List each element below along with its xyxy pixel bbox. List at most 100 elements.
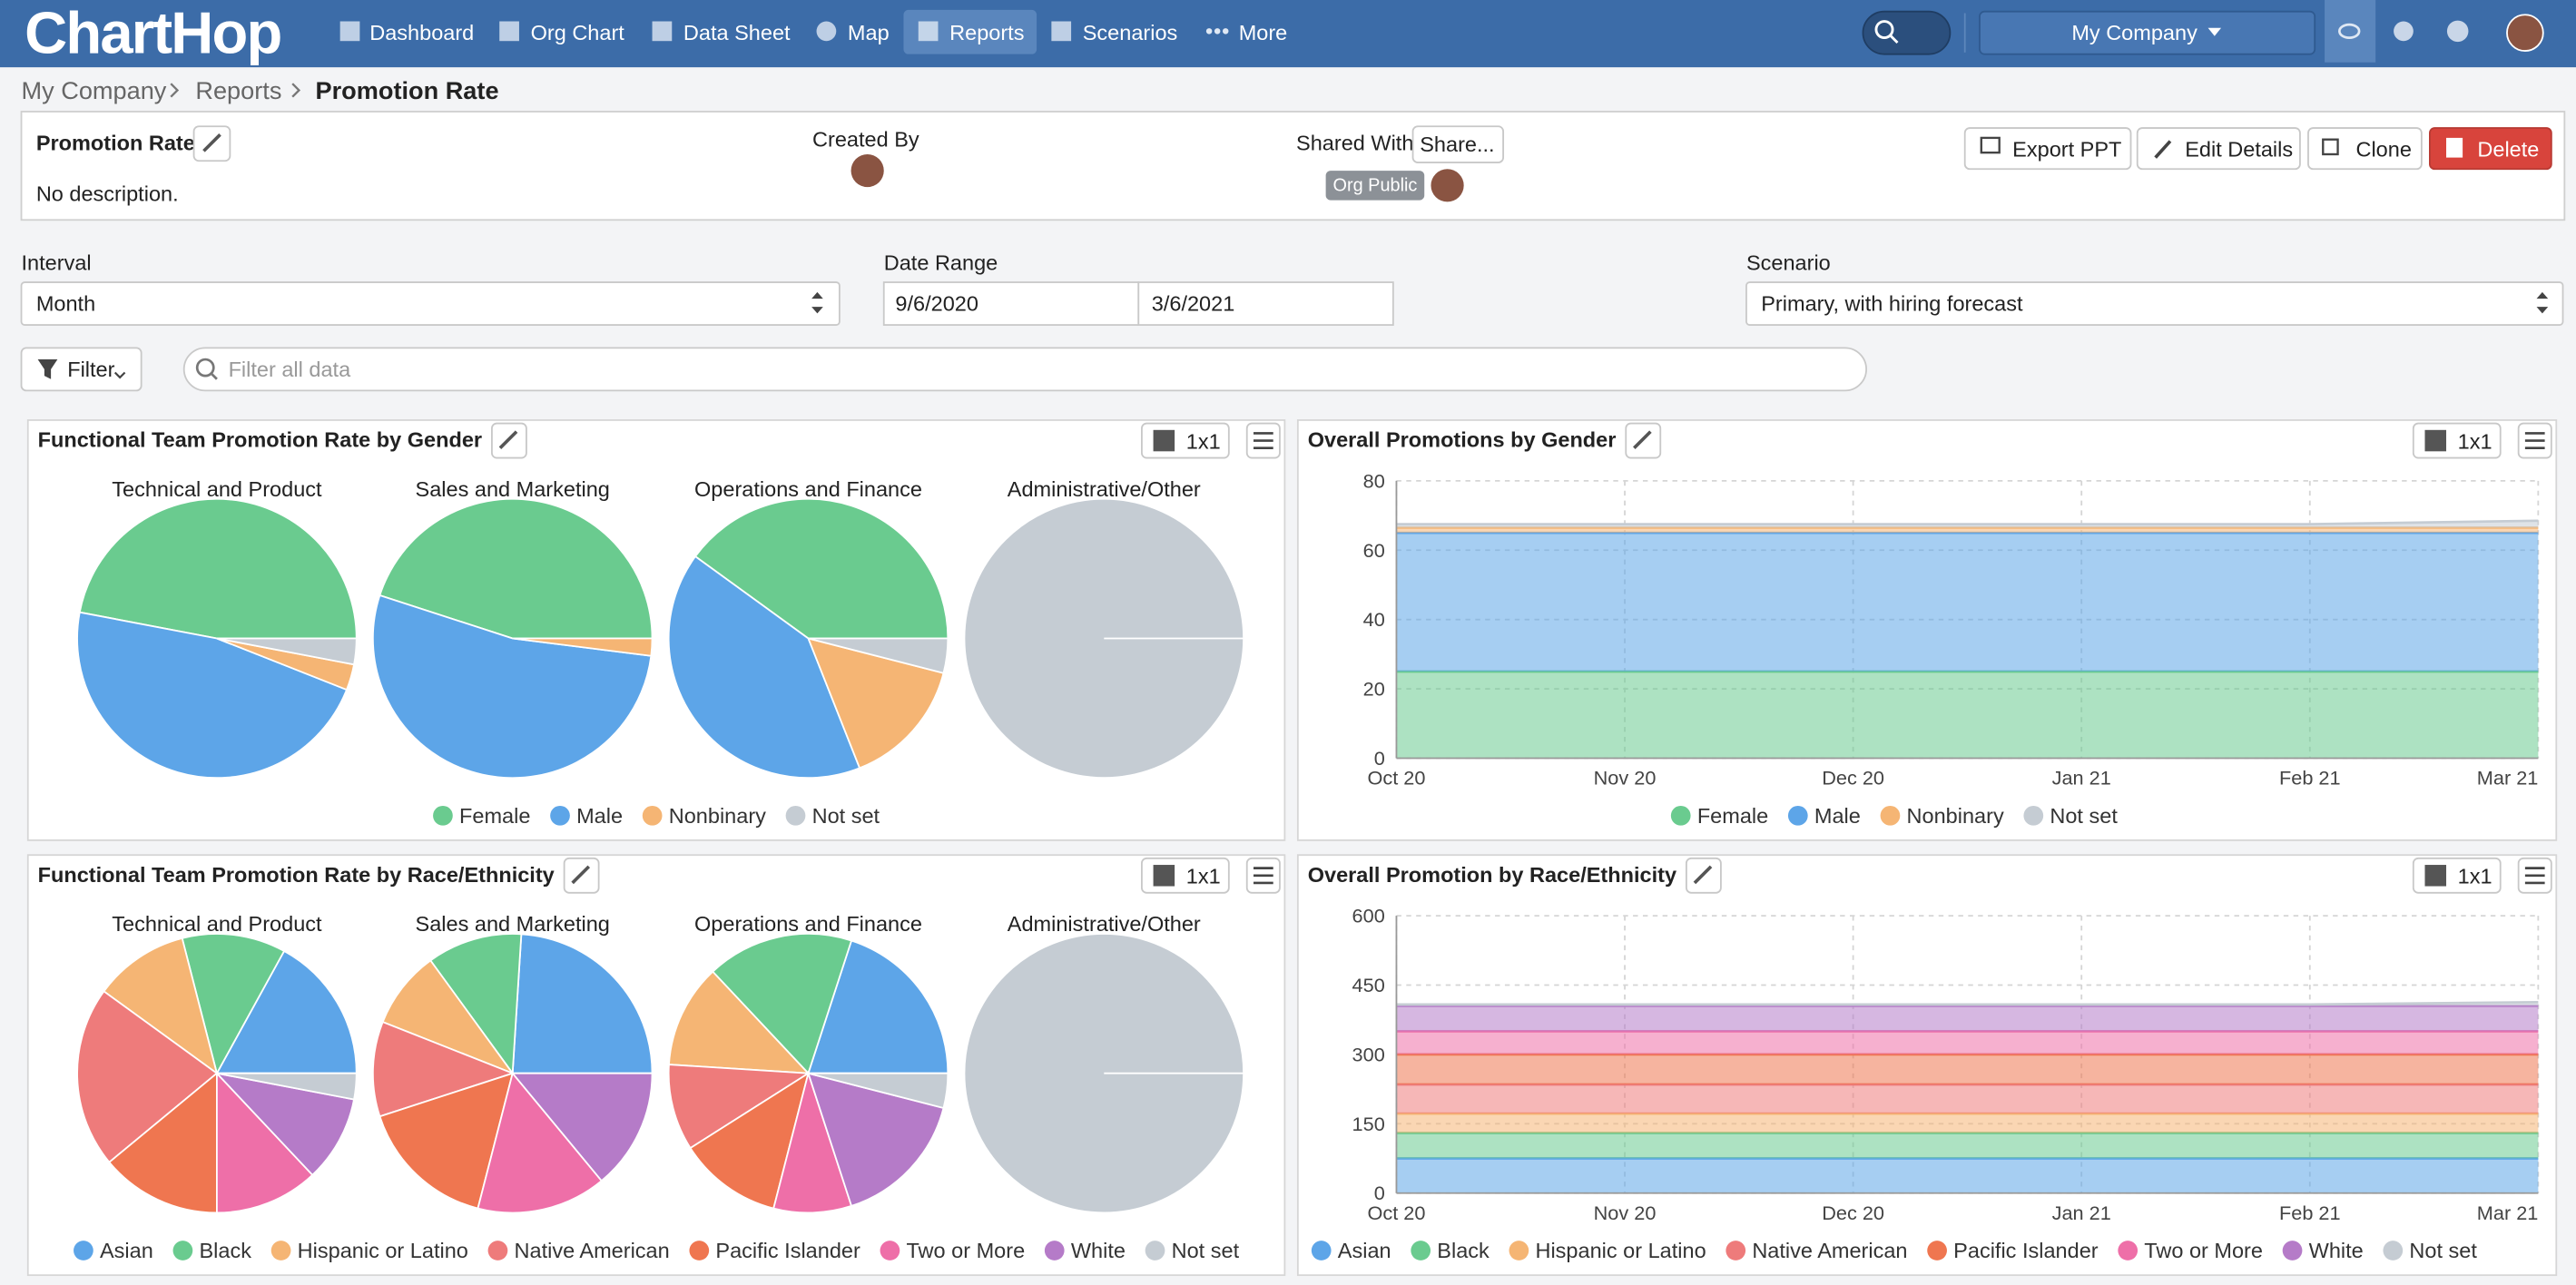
legend-marker: [1726, 1241, 1745, 1260]
x-tick-label: Oct 20: [1367, 1202, 1425, 1224]
chart-title: Overall Promotions by Gender: [1308, 428, 1617, 452]
action-label: Delete: [2477, 138, 2539, 162]
date-end: 3/6/2021: [1152, 292, 1235, 316]
control-label: Interval: [22, 250, 92, 274]
legend-marker: [1509, 1241, 1529, 1260]
area: [1396, 1005, 2538, 1031]
shared-with-label: Shared With: [1296, 131, 1413, 154]
legend-marker: [1671, 806, 1691, 826]
legend-label: Two or More: [2144, 1239, 2263, 1262]
nav-item[interactable]: Data Sheet: [683, 21, 791, 44]
legend-marker: [488, 1241, 508, 1260]
legend-label: Nonbinary: [669, 804, 766, 828]
legend-label: White: [1071, 1239, 1126, 1262]
nav-item[interactable]: Map: [848, 21, 890, 44]
nav-item[interactable]: Org Chart: [531, 21, 625, 44]
area: [1396, 1084, 2538, 1113]
legend-marker: [2383, 1241, 2403, 1260]
area: [1396, 533, 2538, 672]
avatar[interactable]: [2507, 15, 2543, 51]
legend-label: Pacific Islander: [1953, 1239, 2099, 1262]
legend-marker: [433, 806, 453, 826]
size-label: 1x1: [2458, 429, 2492, 453]
legend-label: Black: [1437, 1239, 1490, 1262]
pie-title: Administrative/Other: [1008, 912, 1201, 936]
pie-title: Operations and Finance: [694, 912, 922, 936]
chart-title: Overall Promotion by Race/Ethnicity: [1308, 863, 1676, 887]
legend-label: Native American: [1752, 1239, 1907, 1262]
action-label: Export PPT: [2012, 138, 2121, 162]
scenario-value: Primary, with hiring forecast: [1761, 292, 2023, 316]
nav-item[interactable]: Reports: [949, 21, 1024, 44]
legend-label: Not set: [2409, 1239, 2477, 1262]
share-tag-label: Org Public: [1332, 175, 1417, 195]
legend-marker: [786, 806, 806, 826]
size-label: 1x1: [1186, 865, 1221, 888]
avatar: [1431, 169, 1463, 201]
legend-marker: [1145, 1241, 1165, 1260]
pie-slice: [964, 934, 1244, 1212]
settings-icon[interactable]: [2394, 22, 2414, 42]
breadcrumb-current: Promotion Rate: [316, 76, 499, 104]
filter-search[interactable]: [184, 348, 1866, 390]
legend-marker: [2023, 806, 2043, 826]
interval-select[interactable]: [22, 282, 840, 325]
nav-item[interactable]: Dashboard: [369, 21, 474, 44]
legend-label: Two or More: [907, 1239, 1026, 1262]
legend-label: Not set: [2050, 804, 2118, 828]
legend-label: Hispanic or Latino: [1535, 1239, 1706, 1262]
pie-title: Administrative/Other: [1008, 477, 1201, 501]
legend-label: Hispanic or Latino: [298, 1239, 468, 1262]
report-title: Promotion Rate: [36, 131, 195, 154]
legend-label: Not set: [1172, 1239, 1240, 1262]
help-icon[interactable]: [2447, 21, 2469, 43]
x-tick-label: Dec 20: [1822, 1202, 1884, 1224]
legend-label: Native American: [515, 1239, 670, 1262]
y-tick-label: 40: [1363, 608, 1385, 631]
legend-marker: [1411, 1241, 1431, 1260]
area: [1396, 672, 2538, 759]
x-tick-label: Mar 21: [2477, 767, 2539, 790]
x-tick-label: Nov 20: [1594, 1202, 1657, 1224]
legend-marker: [880, 1241, 900, 1260]
legend-marker: [271, 1241, 291, 1260]
legend-marker: [74, 1241, 93, 1260]
y-tick-label: 450: [1352, 974, 1385, 996]
nav-item[interactable]: More: [1239, 21, 1288, 44]
legend-label: Asian: [1338, 1239, 1391, 1262]
x-tick-label: Jan 21: [2052, 1202, 2111, 1224]
legend: FemaleMaleNonbinaryNot set: [433, 804, 880, 828]
legend-marker: [1045, 1241, 1065, 1260]
pie-title: Sales and Marketing: [416, 477, 610, 501]
logo[interactable]: ChartHop: [25, 0, 280, 66]
legend-marker: [173, 1241, 193, 1260]
x-tick-label: Dec 20: [1822, 767, 1884, 790]
breadcrumb-item[interactable]: My Company: [22, 76, 167, 104]
legend-label: Nonbinary: [1907, 804, 2004, 828]
breadcrumb-item[interactable]: Reports: [195, 76, 281, 104]
nav-item[interactable]: Scenarios: [1083, 21, 1178, 44]
chart-title: Functional Team Promotion Rate by Race/E…: [38, 863, 555, 887]
x-tick-label: Mar 21: [2477, 1202, 2539, 1224]
control-label: Scenario: [1746, 250, 1831, 274]
y-tick-label: 300: [1352, 1043, 1385, 1065]
view-toggle[interactable]: [2325, 0, 2375, 63]
area: [1396, 1133, 2538, 1159]
trash-icon: [2446, 138, 2463, 158]
pie-title: Operations and Finance: [694, 477, 922, 501]
legend-marker: [2118, 1241, 2138, 1260]
interval-value: Month: [36, 292, 95, 316]
filter-label: Filter: [67, 358, 114, 381]
legend-marker: [643, 806, 663, 826]
y-tick-label: 20: [1363, 678, 1385, 701]
legend-label: Asian: [100, 1239, 153, 1262]
legend-label: White: [2309, 1239, 2364, 1262]
x-tick-label: Nov 20: [1594, 767, 1657, 790]
legend-marker: [550, 806, 570, 826]
y-tick-label: 600: [1352, 905, 1385, 927]
legend-marker: [1788, 806, 1808, 826]
chart-title: Functional Team Promotion Rate by Gender: [38, 428, 482, 452]
legend: FemaleMaleNonbinaryNot set: [1671, 804, 2118, 828]
